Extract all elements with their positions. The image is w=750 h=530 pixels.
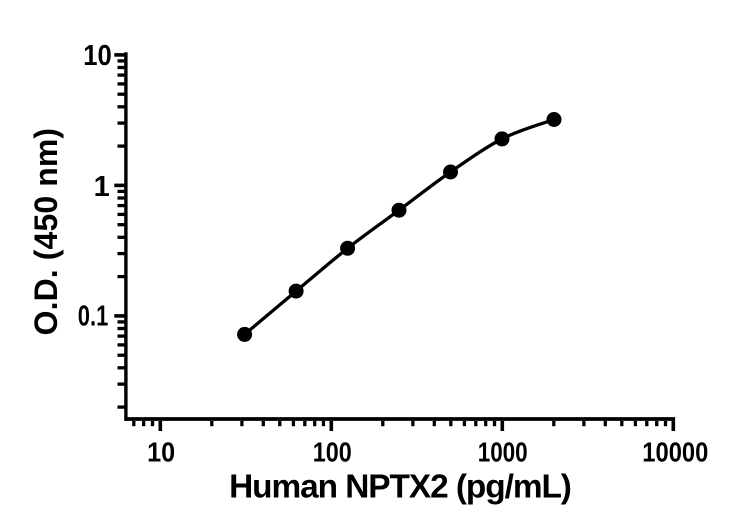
svg-text:10: 10 xyxy=(83,40,112,72)
svg-text:0.1: 0.1 xyxy=(78,301,109,333)
svg-text:10: 10 xyxy=(147,436,175,467)
svg-text:1000: 1000 xyxy=(478,436,528,467)
svg-text:10000: 10000 xyxy=(642,436,708,467)
svg-text:Human NPTX2 (pg/mL): Human NPTX2 (pg/mL) xyxy=(229,469,571,506)
svg-text:100: 100 xyxy=(313,436,352,467)
svg-text:O.D. (450 nm): O.D. (450 nm) xyxy=(28,128,64,336)
svg-text:1: 1 xyxy=(94,171,110,203)
